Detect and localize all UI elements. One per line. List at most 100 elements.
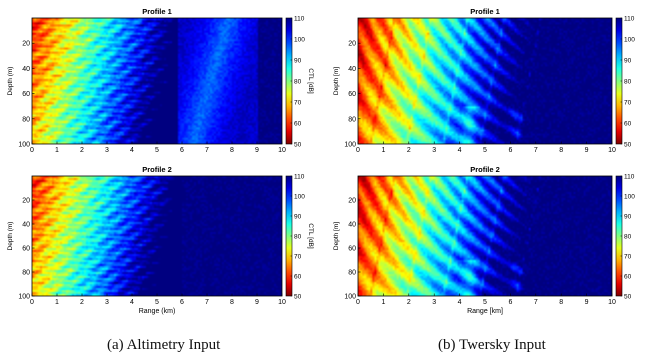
colorbar-tick-label: 80: [624, 234, 632, 241]
x-tick-label: 3: [432, 147, 436, 154]
y-axis-label: Depth (m): [7, 222, 14, 251]
colorbar-tick-label: 50: [624, 294, 632, 301]
x-tick-label: 8: [559, 147, 563, 154]
x-tick-label: 10: [278, 299, 286, 306]
chart-a1: Profile 1 0 1 2 3 4 5 6 7 8 9 10 20 40 60 80 100 Depth (m…: [7, 7, 314, 154]
y-axis-label: Depth [m]: [333, 222, 340, 250]
y-tick-label: 40: [22, 66, 30, 73]
y-tick-label: 60: [22, 91, 30, 98]
colorbar-tick-label: 80: [294, 79, 302, 86]
colorbar-tick-label: 100: [294, 194, 305, 201]
colorbar-label: CTL [dB]: [307, 223, 314, 249]
y-tick-label: 20: [22, 41, 30, 48]
x-tick-label: 5: [155, 147, 159, 154]
y-tick-label: 60: [22, 246, 30, 253]
y-axis-label: Depth (m): [7, 67, 14, 96]
x-tick-label: 6: [508, 299, 512, 306]
chart-title: Profile 2: [142, 165, 172, 174]
colorbar-tick-label: 50: [294, 294, 302, 301]
x-tick-label: 8: [559, 299, 563, 306]
colorbar-tick-label: 100: [294, 37, 305, 44]
y-tick-label: 20: [22, 198, 30, 205]
colorbar-tick-label: 80: [624, 79, 632, 86]
x-tick-label: 2: [407, 147, 411, 154]
x-tick-label: 8: [230, 147, 234, 154]
colorbar-tick-label: 70: [624, 100, 632, 107]
colorbar-tick-label: 110: [624, 174, 635, 181]
colorbar-tick-label: 70: [294, 254, 302, 261]
x-tick-label: 5: [483, 299, 487, 306]
x-tick-label: 9: [255, 147, 259, 154]
colorbar-tick-label: 100: [624, 37, 635, 44]
colorbar-tick-label: 100: [624, 194, 635, 201]
colorbar-tick-label: 50: [624, 142, 632, 149]
colorbar-tick-label: 80: [294, 234, 302, 241]
x-tick-label: 4: [458, 299, 462, 306]
y-axis-label: Depth [m]: [333, 67, 340, 95]
x-tick-label: 1: [381, 147, 385, 154]
heatmap-image: [358, 18, 612, 144]
x-tick-label: 4: [458, 147, 462, 154]
x-tick-label: 1: [381, 299, 385, 306]
x-tick-label: 4: [130, 299, 134, 306]
x-tick-label: 10: [278, 147, 286, 154]
x-tick-label: 5: [155, 299, 159, 306]
x-axis-label: Range [km]: [467, 308, 503, 315]
colorbar-tick-label: 70: [294, 100, 302, 107]
heatmap-image: [32, 176, 282, 296]
chart-title: Profile 1: [142, 7, 172, 16]
x-tick-label: 7: [534, 299, 538, 306]
x-tick-label: 1: [55, 299, 59, 306]
y-tick-label: 20: [348, 41, 356, 48]
x-tick-label: 7: [534, 147, 538, 154]
chart-title: Profile 2: [470, 165, 500, 174]
x-tick-label: 10: [608, 147, 616, 154]
x-tick-label: 8: [230, 299, 234, 306]
y-tick-label: 80: [348, 116, 356, 123]
x-tick-label: 9: [585, 299, 589, 306]
x-tick-label: 6: [180, 299, 184, 306]
y-tick-label: 100: [344, 142, 356, 149]
y-tick-label: 40: [348, 222, 356, 229]
colorbar-tick-label: 110: [294, 174, 305, 181]
x-tick-label: 3: [105, 299, 109, 306]
colorbar-tick-label: 110: [624, 16, 635, 23]
figure-canvas: Profile 1 0 1 2 3 4 5 6 7 8 9 10 20 40 60 80 100 Depth (m…: [7, 7, 635, 315]
x-tick-label: 7: [205, 147, 209, 154]
y-tick-label: 80: [22, 270, 30, 277]
x-tick-label: 9: [585, 147, 589, 154]
x-tick-label: 6: [180, 147, 184, 154]
x-tick-label: 4: [130, 147, 134, 154]
x-tick-label: 7: [205, 299, 209, 306]
x-tick-label: 10: [608, 299, 616, 306]
colorbar-label: CTL [dB]: [307, 68, 314, 94]
y-tick-label: 40: [348, 66, 356, 73]
chart-b2: Profile 2 0 1 2 3 4 5 6 7 8 9 10 20 40 60 80 100 Depth [m…: [333, 165, 635, 315]
x-tick-label: 2: [80, 147, 84, 154]
y-tick-label: 60: [348, 91, 356, 98]
y-tick-label: 80: [348, 270, 356, 277]
colorbar-tick-label: 70: [624, 254, 632, 261]
colorbar-tick-label: 60: [294, 121, 302, 128]
x-tick-label: 2: [80, 299, 84, 306]
x-tick-label: 3: [432, 299, 436, 306]
x-tick-label: 6: [508, 147, 512, 154]
colorbar-tick-label: 60: [624, 121, 632, 128]
colorbar-tick-label: 60: [294, 274, 302, 281]
y-tick-label: 20: [348, 198, 356, 205]
colorbar-tick-label: 50: [294, 142, 302, 149]
colorbar-tick-label: 90: [624, 58, 632, 65]
x-tick-label: 1: [55, 147, 59, 154]
x-tick-label: 0: [30, 147, 34, 154]
y-tick-label: 100: [344, 294, 356, 301]
x-tick-label: 3: [105, 147, 109, 154]
x-tick-label: 9: [255, 299, 259, 306]
x-tick-label: 2: [407, 299, 411, 306]
caption-altimetry: (a) Altimetry Input: [107, 337, 221, 353]
chart-title: Profile 1: [470, 7, 500, 16]
y-tick-label: 40: [22, 222, 30, 229]
caption-twersky: (b) Twersky Input: [438, 337, 546, 353]
heatmap-image: [32, 18, 282, 144]
y-tick-label: 60: [348, 246, 356, 253]
colorbar-tick-label: 90: [624, 214, 632, 221]
